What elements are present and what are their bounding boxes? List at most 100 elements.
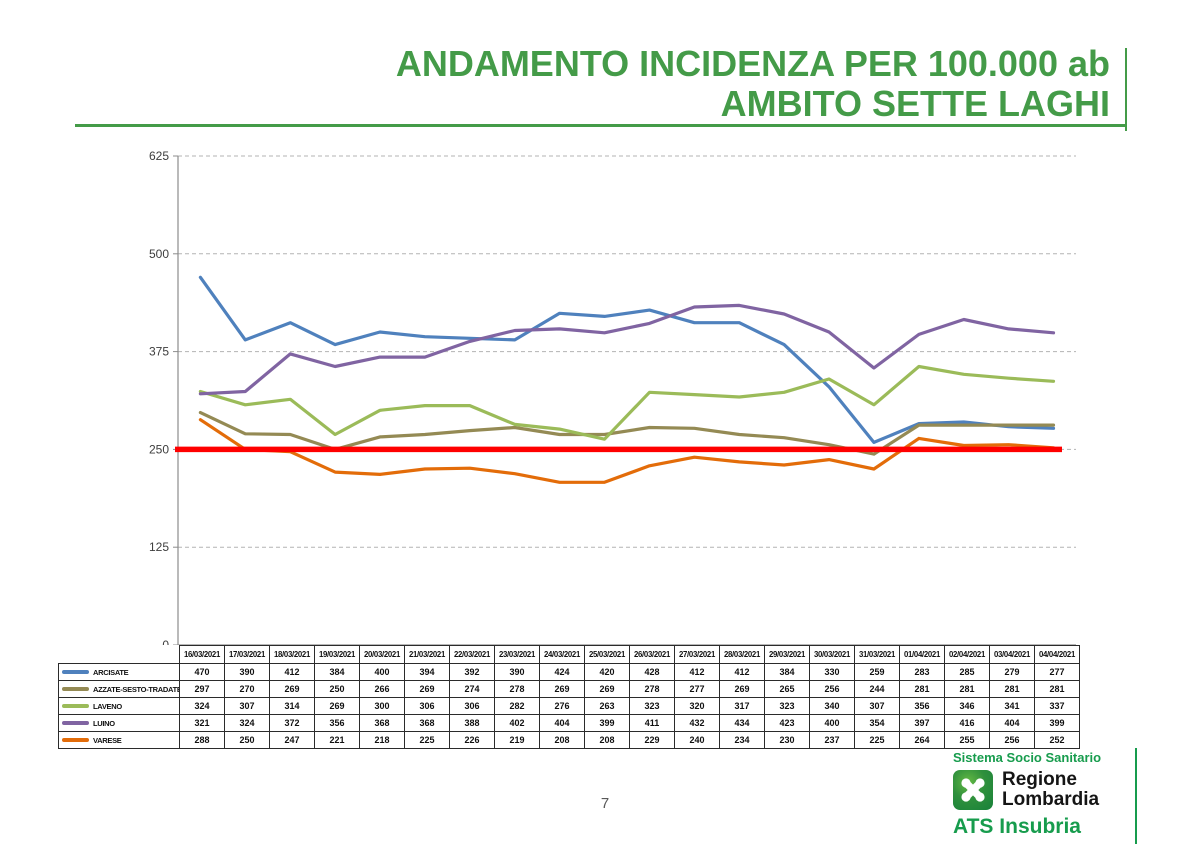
- value-cell: 282: [494, 697, 540, 715]
- value-cell: 219: [494, 731, 540, 749]
- value-cell: 263: [584, 697, 630, 715]
- value-cell: 269: [269, 680, 315, 698]
- value-cell: 229: [629, 731, 675, 749]
- rosa-camuna-logo-icon: [953, 770, 993, 810]
- value-cell: 208: [584, 731, 630, 749]
- value-cell: 259: [854, 663, 900, 681]
- value-cell: 247: [269, 731, 315, 749]
- value-cell: 394: [404, 663, 450, 681]
- slide-title-line-2: AMBITO SETTE LAGHI: [720, 82, 1110, 124]
- page-number: 7: [600, 795, 610, 812]
- footer-side-rule: [1135, 748, 1137, 844]
- date-header-cell: 17/03/2021: [224, 645, 270, 664]
- value-cell: 278: [629, 680, 675, 698]
- legend-swatch-icon: [62, 721, 89, 725]
- chart-area: 0125250375500625: [58, 140, 1098, 652]
- regione-lombardia-brand-block: Sistema Socio Sanitario Regione Lombardi…: [953, 750, 1131, 839]
- value-cell: 285: [944, 663, 990, 681]
- date-header-cell: 25/03/2021: [584, 645, 630, 664]
- legend-label: AZZATE-SESTO-TRADATE: [93, 684, 180, 694]
- value-cell: 281: [899, 680, 945, 698]
- title-side-rule: [1125, 48, 1127, 131]
- legend-cell-luino: LUINO: [58, 714, 180, 732]
- value-cell: 244: [854, 680, 900, 698]
- legend-label: LUINO: [93, 718, 115, 728]
- date-header-cell: 03/04/2021: [989, 645, 1035, 664]
- date-header-cell: 24/03/2021: [539, 645, 585, 664]
- value-cell: 384: [314, 663, 360, 681]
- value-cell: 402: [494, 714, 540, 732]
- value-cell: 208: [539, 731, 585, 749]
- date-header-cell: 02/04/2021: [944, 645, 990, 664]
- ytick-label-500: 500: [149, 247, 169, 261]
- value-cell: 225: [404, 731, 450, 749]
- date-header-cell: 19/03/2021: [314, 645, 360, 664]
- value-cell: 269: [719, 680, 765, 698]
- legend-cell-varese: VARESE: [58, 731, 180, 749]
- value-cell: 337: [1034, 697, 1080, 715]
- value-cell: 281: [944, 680, 990, 698]
- value-cell: 274: [449, 680, 495, 698]
- value-cell: 346: [944, 697, 990, 715]
- legend-cell-laveno: LAVENO: [58, 697, 180, 715]
- table-corner-blank: [59, 646, 180, 664]
- value-cell: 307: [224, 697, 270, 715]
- value-cell: 288: [179, 731, 225, 749]
- series-line-luino: [198, 303, 1056, 396]
- value-cell: 283: [899, 663, 945, 681]
- value-cell: 400: [809, 714, 855, 732]
- value-cell: 420: [584, 663, 630, 681]
- value-cell: 255: [944, 731, 990, 749]
- chart-data-table: 16/03/2021 17/03/2021 18/03/2021 19/03/2021…: [58, 645, 1080, 749]
- value-cell: 356: [314, 714, 360, 732]
- value-cell: 390: [494, 663, 540, 681]
- ytick-label-250: 250: [149, 442, 169, 456]
- value-cell: 368: [404, 714, 450, 732]
- value-cell: 307: [854, 697, 900, 715]
- value-cell: 323: [629, 697, 675, 715]
- value-cell: 341: [989, 697, 1035, 715]
- value-cell: 392: [449, 663, 495, 681]
- value-cell: 323: [764, 697, 810, 715]
- value-cell: 269: [404, 680, 450, 698]
- date-header-row: 16/03/2021 17/03/2021 18/03/2021 19/03/2021…: [59, 645, 1080, 664]
- value-cell: 416: [944, 714, 990, 732]
- value-cell: 252: [1034, 731, 1080, 749]
- table-row-varese: VARESE 288 250 247 221 218 225 226 219 208 208 229 2…: [58, 731, 1080, 749]
- value-cell: 250: [314, 680, 360, 698]
- value-cell: 340: [809, 697, 855, 715]
- legend-swatch-icon: [62, 704, 89, 708]
- date-header-cell: 27/03/2021: [674, 645, 720, 664]
- slide-title-line-1: ANDAMENTO INCIDENZA PER 100.000 ab: [395, 43, 1110, 84]
- value-cell: 372: [269, 714, 315, 732]
- value-cell: 330: [809, 663, 855, 681]
- value-cell: 240: [674, 731, 720, 749]
- date-header-cell: 31/03/2021: [854, 645, 900, 664]
- legend-label: ARCISATE: [93, 667, 129, 677]
- legend-label: VARESE: [93, 735, 122, 745]
- value-cell: 256: [809, 680, 855, 698]
- value-cell: 264: [899, 731, 945, 749]
- value-cell: 411: [629, 714, 675, 732]
- legend-cell-arcisate: ARCISATE: [58, 663, 180, 681]
- value-cell: 397: [899, 714, 945, 732]
- value-cell: 400: [359, 663, 405, 681]
- value-cell: 324: [179, 697, 225, 715]
- value-cell: 432: [674, 714, 720, 732]
- ytick-label-375: 375: [149, 345, 169, 359]
- value-cell: 221: [314, 731, 360, 749]
- value-cell: 225: [854, 731, 900, 749]
- value-cell: 297: [179, 680, 225, 698]
- value-cell: 306: [449, 697, 495, 715]
- value-cell: 404: [989, 714, 1035, 732]
- table-row-laveno: LAVENO 324 307 314 269 300 306 306 282 276 263 323 3…: [58, 697, 1080, 715]
- date-header-cell: 23/03/2021: [494, 645, 540, 664]
- value-cell: 278: [494, 680, 540, 698]
- ytick-label-125: 125: [149, 540, 169, 554]
- value-cell: 354: [854, 714, 900, 732]
- value-cell: 230: [764, 731, 810, 749]
- value-cell: 314: [269, 697, 315, 715]
- value-cell: 281: [1034, 680, 1080, 698]
- date-header-cell: 30/03/2021: [809, 645, 855, 664]
- value-cell: 324: [224, 714, 270, 732]
